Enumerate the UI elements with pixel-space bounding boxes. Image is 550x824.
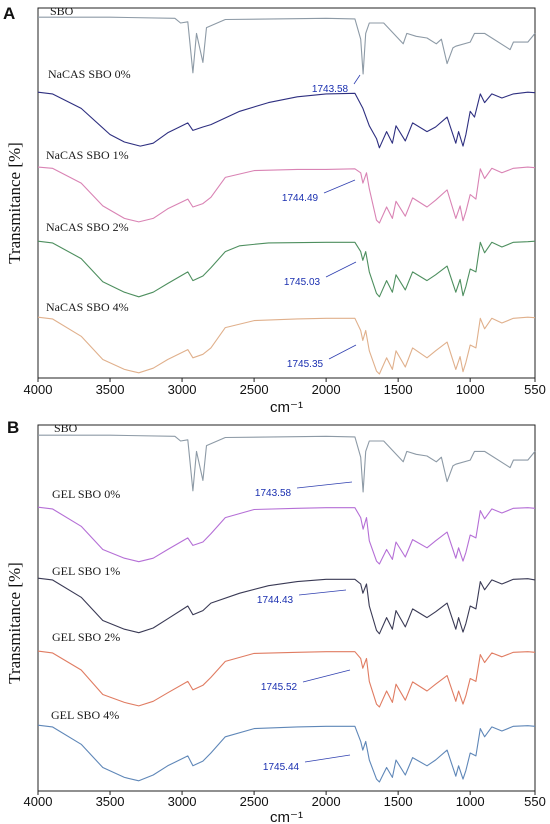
plot-frame bbox=[37, 7, 536, 379]
series-label: GEL SBO 0% bbox=[52, 487, 120, 501]
x-axis-title: cm⁻¹ bbox=[270, 809, 303, 824]
series-line-2 bbox=[37, 506, 536, 565]
series-line-3 bbox=[37, 577, 536, 635]
x-tick-label: 4000 bbox=[24, 794, 53, 809]
y-axis-title: Transmitance [%] bbox=[5, 142, 24, 264]
peak-annotation: 1745.44 bbox=[263, 762, 300, 773]
peak-arrow bbox=[302, 669, 351, 683]
series-line-3 bbox=[37, 166, 536, 224]
panel-letter: B bbox=[7, 418, 19, 437]
series-label: NaCAS SBO 4% bbox=[46, 300, 129, 314]
x-tick-label: 2000 bbox=[312, 794, 341, 809]
x-tick-label: 1000 bbox=[456, 794, 485, 809]
series-label: GEL SBO 1% bbox=[52, 564, 120, 578]
peak-arrow bbox=[328, 344, 357, 360]
series-line-4 bbox=[37, 650, 536, 708]
series-line-4 bbox=[37, 240, 536, 298]
series-label: GEL SBO 4% bbox=[51, 708, 119, 722]
x-tick-label: 3500 bbox=[96, 382, 125, 397]
series-label: NaCAS SBO 1% bbox=[46, 148, 129, 162]
x-tick-label: 550 bbox=[524, 794, 546, 809]
peak-arrow bbox=[325, 261, 357, 278]
series-label: NaCAS SBO 0% bbox=[48, 67, 131, 81]
peak-annotation: 1745.03 bbox=[284, 277, 321, 288]
series-line-2 bbox=[37, 91, 536, 149]
peak-annotation: 1745.35 bbox=[287, 359, 324, 370]
x-tick-label: 550 bbox=[524, 382, 546, 397]
panel-letter: A bbox=[3, 4, 15, 23]
series-line-1 bbox=[38, 16, 536, 75]
peak-annotation: 1744.43 bbox=[257, 595, 294, 606]
peak-arrow bbox=[304, 754, 351, 763]
x-tick-label: 1500 bbox=[384, 382, 413, 397]
series-label: SBO bbox=[54, 421, 78, 435]
x-axis-title: cm⁻¹ bbox=[270, 399, 303, 416]
peak-annotation: 1743.58 bbox=[312, 84, 349, 95]
x-tick-label: 1500 bbox=[384, 794, 413, 809]
y-axis-title: Transmitance [%] bbox=[5, 562, 24, 684]
series-line-1 bbox=[38, 434, 536, 493]
x-tick-label: 3000 bbox=[168, 382, 197, 397]
panel-A: A Transmitance [%] 4000 3500 3000 2500 2000 150… bbox=[3, 4, 546, 416]
series-line-5 bbox=[37, 316, 536, 375]
x-tick-label: 3000 bbox=[168, 794, 197, 809]
series-label: NaCAS SBO 2% bbox=[46, 220, 129, 234]
plot-frame bbox=[37, 424, 536, 792]
series-label: SBO bbox=[50, 4, 74, 18]
peak-arrow bbox=[323, 179, 356, 194]
x-tick-label: 4000 bbox=[24, 382, 53, 397]
x-tick-label: 1000 bbox=[456, 382, 485, 397]
peak-annotation: 1743.58 bbox=[255, 488, 292, 499]
peak-arrow bbox=[298, 589, 347, 596]
peak-annotation: 1745.52 bbox=[261, 682, 298, 693]
peak-arrow bbox=[353, 74, 361, 85]
peak-annotation: 1744.49 bbox=[282, 193, 319, 204]
x-tick-label: 2000 bbox=[312, 382, 341, 397]
series-label: GEL SBO 2% bbox=[52, 630, 120, 644]
panel-B: B Transmitance [%] 4000 3500 3000 2500 2000 150… bbox=[5, 418, 546, 824]
series-line-5 bbox=[37, 724, 536, 783]
x-tick-label: 2500 bbox=[240, 794, 269, 809]
peak-arrow bbox=[296, 481, 353, 489]
x-tick-label: 2500 bbox=[240, 382, 269, 397]
x-tick-label: 3500 bbox=[96, 794, 125, 809]
